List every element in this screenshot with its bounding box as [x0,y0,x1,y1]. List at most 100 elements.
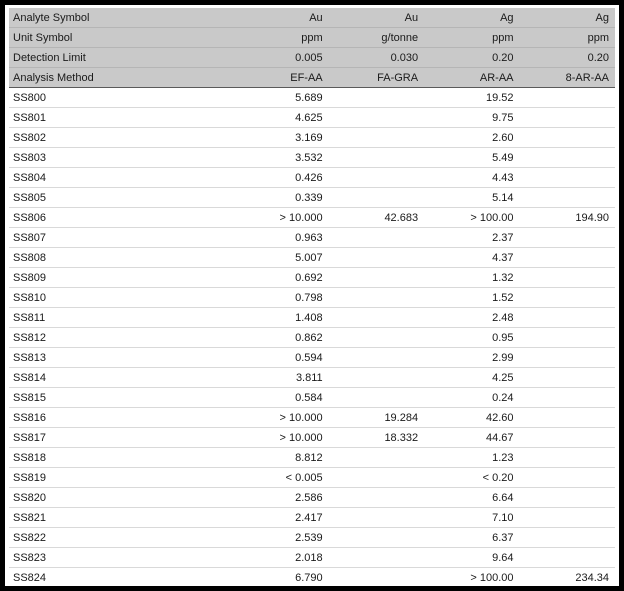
table-row: SS820 2.586 6.64 [9,487,615,508]
assay-results-table: Analyte Symbol Au Au Ag Ag Unit Symbol ppm g/to… [9,8,615,586]
result-value: 1.23 [424,447,520,468]
result-value [328,367,425,388]
result-value [519,187,615,208]
header-value: 0.20 [424,47,520,68]
result-value: 9.75 [424,107,520,128]
result-value: 3.811 [233,367,329,388]
table-row: SS807 0.963 2.37 [9,227,615,248]
result-value [328,247,425,268]
table-row: SS821 2.417 7.10 [9,507,615,528]
table-row: SS812 0.862 0.95 [9,327,615,348]
result-value [519,227,615,248]
result-value: 0.798 [233,287,329,308]
sample-id: SS812 [9,327,234,348]
header-value: AR-AA [424,67,520,88]
result-value [328,487,425,508]
table-row: SS802 3.169 2.60 [9,127,615,148]
result-value: 6.64 [424,487,520,508]
result-value [519,507,615,528]
result-value [328,347,425,368]
result-value [519,367,615,388]
result-value: 6.790 [233,567,329,586]
result-value: 0.95 [424,327,520,348]
sample-id: SS818 [9,447,234,468]
result-value: 7.10 [424,507,520,528]
result-value: 19.284 [328,407,425,428]
sample-id: SS813 [9,347,234,368]
header-label: Analysis Method [9,67,234,88]
result-value [519,167,615,188]
result-value [328,387,425,408]
result-value: 5.14 [424,187,520,208]
result-value [519,527,615,548]
result-value [519,287,615,308]
result-value [328,447,425,468]
result-value: 2.586 [233,487,329,508]
result-value: 2.48 [424,307,520,328]
sample-id: SS821 [9,507,234,528]
result-value [328,527,425,548]
result-value: 1.32 [424,267,520,288]
header-value: ppm [519,27,615,48]
table-row: SS805 0.339 5.14 [9,187,615,208]
header-value: Ag [424,8,520,28]
header-value: 8-AR-AA [519,67,615,88]
table-row: SS823 2.018 9.64 [9,547,615,568]
result-value: 2.37 [424,227,520,248]
result-value: 0.963 [233,227,329,248]
result-value [328,327,425,348]
header-value: Au [328,8,425,28]
result-value: < 0.005 [233,467,329,488]
table-row: SS804 0.426 4.43 [9,167,615,188]
result-value [519,87,615,108]
result-value: 4.43 [424,167,520,188]
result-value [519,267,615,288]
result-value: > 10.000 [233,407,329,428]
result-value [328,507,425,528]
result-value [519,427,615,448]
result-value: 19.52 [424,87,520,108]
result-value: 194.90 [519,207,615,228]
result-value: 4.25 [424,367,520,388]
table-row: SS800 5.689 19.52 [9,87,615,108]
table-row: SS806 > 10.000 42.683 > 100.00 194.90 [9,207,615,228]
table-row: SS813 0.594 2.99 [9,347,615,368]
result-value [519,127,615,148]
table-row: SS819 < 0.005 < 0.20 [9,467,615,488]
result-value: 42.683 [328,207,425,228]
result-value: 2.60 [424,127,520,148]
sample-id: SS801 [9,107,234,128]
sample-id: SS810 [9,287,234,308]
header-value: g/tonne [328,27,425,48]
result-value: 0.339 [233,187,329,208]
header-value: Au [233,8,329,28]
result-value: 2.99 [424,347,520,368]
result-value [328,267,425,288]
table-row: SS824 6.790 > 100.00 234.34 [9,567,615,586]
result-value [519,547,615,568]
sample-id: SS809 [9,267,234,288]
table-row: SS803 3.532 5.49 [9,147,615,168]
header-label: Analyte Symbol [9,8,234,28]
sample-id: SS808 [9,247,234,268]
result-value [328,227,425,248]
report-page: Analyte Symbol Au Au Ag Ag Unit Symbol ppm g/to… [5,5,619,586]
result-value: 234.34 [519,567,615,586]
result-value [328,287,425,308]
result-value [328,127,425,148]
result-value [519,487,615,508]
table-row: SS822 2.539 6.37 [9,527,615,548]
header-value: 0.20 [519,47,615,68]
table-row: SS809 0.692 1.32 [9,267,615,288]
header-label: Detection Limit [9,47,234,68]
result-value: 0.594 [233,347,329,368]
sample-id: SS823 [9,547,234,568]
result-value: > 100.00 [424,207,520,228]
result-value: 0.862 [233,327,329,348]
result-value: 4.625 [233,107,329,128]
result-value: 5.49 [424,147,520,168]
result-value [328,147,425,168]
result-value: 1.52 [424,287,520,308]
sample-id: SS802 [9,127,234,148]
